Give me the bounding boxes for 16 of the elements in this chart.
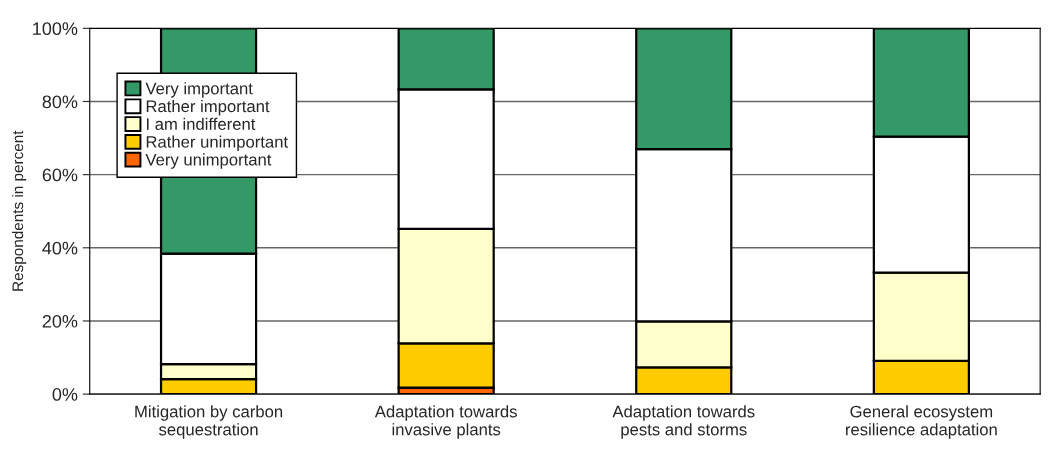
y-tick-label: 0%	[52, 388, 78, 401]
x-tick-label: Adaptation towards invasive plants	[374, 405, 517, 439]
x-tick-label: Adaptation towards pests and storms	[612, 405, 755, 439]
y-axis-title: Respondents in percent	[11, 130, 27, 291]
legend-label: I am indifferent	[146, 117, 256, 130]
y-tick-label: 60%	[42, 168, 78, 182]
y-tick-label: 20%	[42, 314, 78, 328]
legend-label: Very unimportant	[145, 153, 272, 169]
y-tick-label: 100%	[33, 22, 78, 36]
y-tick-label: 40%	[42, 241, 78, 255]
y-tick-label: 80%	[42, 95, 78, 109]
x-tick-label: Mitigation by carbon sequestration	[135, 405, 283, 439]
legend-label: Rather unimportant	[146, 135, 288, 152]
legend-label: Very important	[145, 82, 253, 98]
x-tick-label: General ecosystem resilience adaptation	[846, 405, 997, 439]
legend-label: Rather important	[146, 99, 270, 116]
